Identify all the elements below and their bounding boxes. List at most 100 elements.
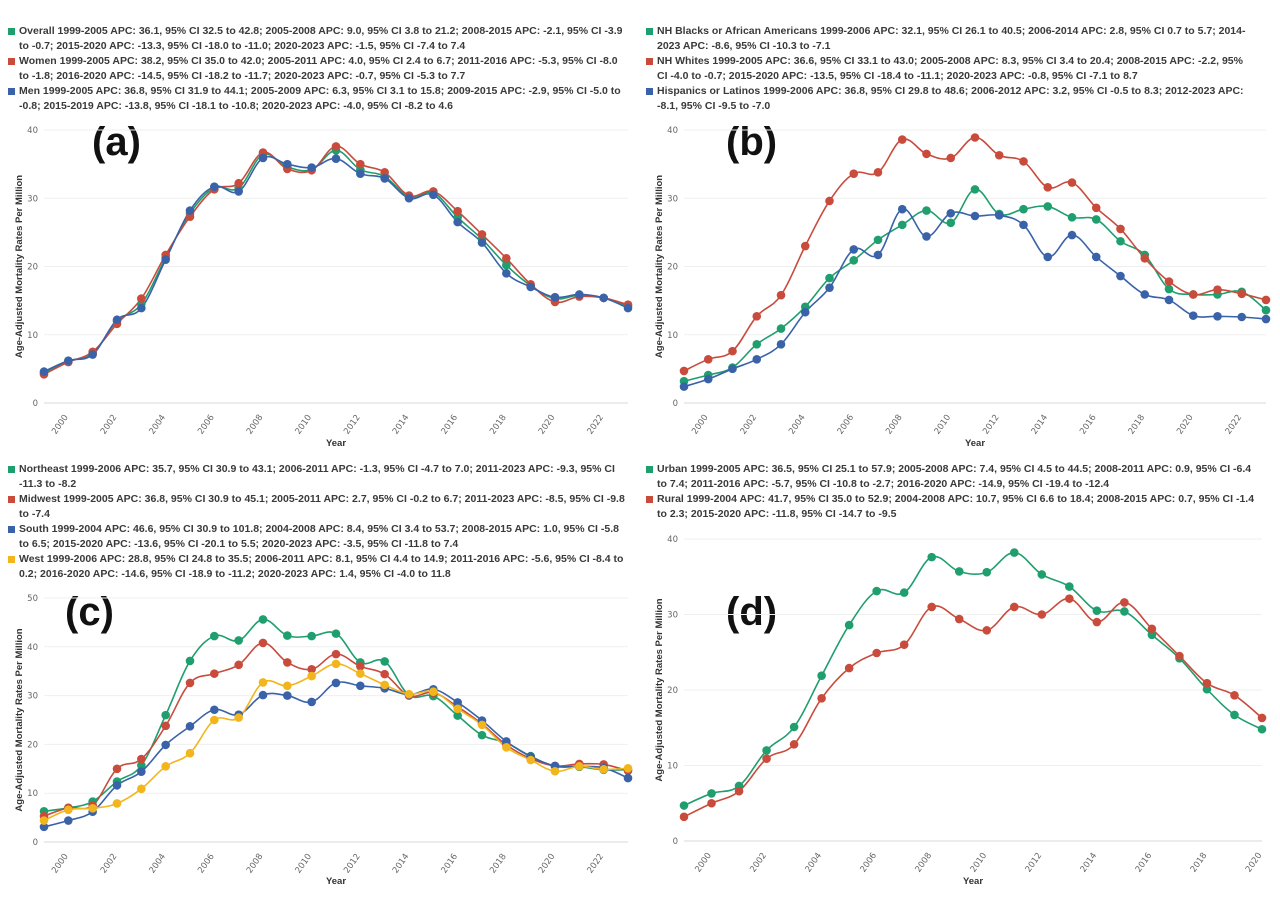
data-point [161, 721, 170, 731]
data-point [112, 764, 122, 774]
x-tick-label: 2010 [969, 851, 990, 874]
x-tick-label: 2010 [933, 413, 954, 436]
data-point [283, 631, 292, 640]
data-point [137, 784, 146, 794]
data-point [380, 174, 389, 183]
data-point [234, 178, 243, 188]
chart-d: 0 10 20 30 40 2000 2002 2004 2006 2008 2010 2012 201… [654, 535, 1267, 887]
x-tick-label: 2006 [859, 851, 880, 874]
data-point [210, 715, 219, 725]
legend-swatch [8, 88, 15, 95]
legend-label: NH Blacks or African Americans 1999-2006… [657, 25, 1246, 52]
x-tick-label: 2020 [1244, 851, 1265, 874]
data-point [1065, 594, 1074, 603]
data-point [39, 367, 49, 376]
x-tick-label: 2012 [342, 852, 363, 875]
x-axis-title: Year [963, 876, 983, 887]
data-point [899, 588, 909, 597]
legend-item-overall: Overall 1999-2005 APC: 36.1, 95% CI 32.5… [8, 24, 628, 54]
y-axis-title: Age-Adjusted Mortality Rates Per Million [654, 175, 665, 358]
data-point [1019, 220, 1028, 230]
data-point [1140, 254, 1150, 263]
data-point [453, 206, 462, 216]
data-point [185, 748, 195, 758]
y-tick-label: 40 [27, 126, 38, 136]
x-tick-label: 2016 [440, 852, 461, 875]
x-tick-label: 2000 [693, 851, 714, 874]
x-tick-label: 2004 [148, 413, 169, 436]
data-point [477, 730, 487, 740]
data-point [752, 340, 762, 349]
x-axis-title: Year [326, 438, 346, 449]
x-tick-label: 2002 [99, 413, 120, 436]
data-point [954, 614, 964, 624]
data-point [404, 193, 414, 203]
y-tick-label: 10 [27, 331, 38, 341]
x-tick-label: 2016 [440, 413, 461, 436]
x-tick-label: 2004 [787, 413, 808, 436]
data-point [331, 649, 341, 659]
data-point [1067, 213, 1077, 222]
panel-label-c: (c) [65, 590, 114, 634]
data-point [1067, 230, 1077, 240]
legend-swatch [8, 556, 15, 563]
x-tick-label: 2022 [586, 852, 607, 875]
x-tick-label: 2000 [690, 413, 711, 436]
legend-item-hispanic: Hispanics or Latinos 1999-2006 APC: 36.8… [646, 84, 1256, 114]
data-point [331, 154, 341, 163]
data-point [356, 159, 365, 169]
data-point [1120, 598, 1129, 607]
legend-swatch [646, 58, 653, 65]
x-tick-label: 2004 [148, 852, 169, 875]
data-point [1091, 252, 1101, 262]
data-point [970, 185, 980, 194]
legend-item-urban: Urban 1999-2005 APC: 36.5, 95% CI 25.1 t… [646, 462, 1256, 492]
data-point [137, 761, 146, 770]
data-point [776, 340, 786, 349]
data-point [380, 657, 389, 666]
data-point [825, 283, 834, 292]
data-point [1164, 284, 1174, 294]
y-tick-label: 40 [27, 643, 38, 653]
y-tick-label: 0 [673, 399, 678, 409]
data-point [210, 669, 219, 678]
data-point [112, 799, 122, 808]
data-point [356, 662, 365, 671]
legend-label: Men 1999-2005 APC: 36.8, 95% CI 31.9 to … [19, 85, 621, 112]
data-point [728, 346, 737, 356]
data-point [1009, 602, 1019, 612]
data-point [897, 135, 907, 144]
legend-item-women: Women 1999-2005 APC: 38.2, 95% CI 35.0 t… [8, 54, 628, 84]
data-point [404, 689, 414, 699]
data-point [161, 762, 170, 771]
x-tick-label: 2008 [914, 851, 935, 874]
legend-item-nh-white: NH Whites 1999-2005 APC: 36.6, 95% CI 33… [646, 54, 1256, 84]
data-point [1009, 548, 1019, 557]
data-point [703, 355, 713, 364]
data-point [185, 206, 195, 215]
x-tick-label: 2000 [50, 413, 71, 436]
data-point [970, 211, 980, 221]
x-tick-label: 2000 [50, 852, 71, 875]
data-point [1116, 224, 1125, 234]
x-tick-label: 2010 [294, 413, 315, 436]
data-point [1188, 290, 1198, 299]
data-point [1091, 203, 1101, 213]
x-axis-title: Year [965, 438, 985, 449]
legend-label: Hispanics or Latinos 1999-2006 APC: 36.8… [657, 85, 1244, 112]
y-tick-label: 30 [667, 611, 678, 621]
data-point [873, 235, 883, 245]
legend-swatch [8, 58, 15, 65]
y-tick-label: 20 [667, 263, 678, 273]
y-tick-label: 30 [667, 194, 678, 204]
data-point [1213, 312, 1222, 321]
data-point [1164, 295, 1174, 305]
data-point [477, 238, 487, 247]
chart-a: 0 10 20 30 40 2000 2002 2004 2006 2008 2010 2012 201… [14, 126, 633, 449]
data-point [526, 282, 535, 292]
x-tick-label: 2012 [981, 413, 1002, 436]
data-point [752, 312, 762, 321]
data-point [1140, 290, 1150, 299]
data-point [283, 658, 292, 667]
data-point [1092, 617, 1102, 627]
